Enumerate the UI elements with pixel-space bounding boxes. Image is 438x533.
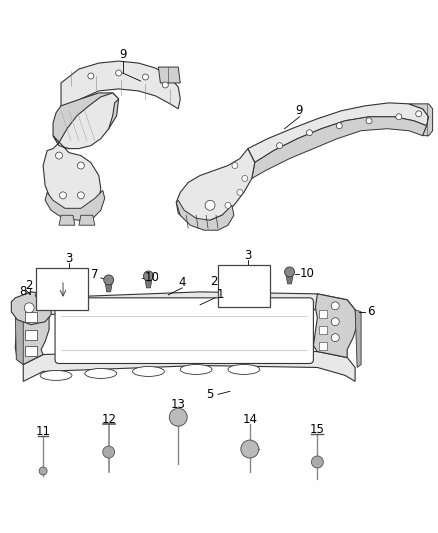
- Circle shape: [237, 189, 243, 196]
- Text: 2: 2: [210, 276, 218, 288]
- Circle shape: [239, 275, 249, 285]
- FancyBboxPatch shape: [25, 345, 37, 356]
- Text: 14: 14: [242, 413, 257, 426]
- Circle shape: [366, 118, 372, 124]
- Text: 9: 9: [119, 47, 127, 61]
- Text: 10: 10: [145, 271, 160, 285]
- FancyBboxPatch shape: [319, 310, 327, 318]
- Circle shape: [116, 70, 122, 76]
- Polygon shape: [105, 280, 113, 292]
- Polygon shape: [252, 117, 427, 179]
- Text: 13: 13: [171, 398, 186, 411]
- Circle shape: [88, 73, 94, 79]
- Circle shape: [285, 267, 294, 277]
- Text: 10: 10: [300, 268, 315, 280]
- Polygon shape: [11, 292, 51, 325]
- Polygon shape: [355, 310, 361, 367]
- Circle shape: [144, 271, 153, 281]
- Ellipse shape: [133, 367, 164, 376]
- Circle shape: [277, 143, 283, 149]
- Circle shape: [56, 152, 63, 159]
- FancyBboxPatch shape: [55, 298, 314, 364]
- Polygon shape: [409, 104, 433, 136]
- Polygon shape: [15, 308, 23, 365]
- FancyBboxPatch shape: [319, 326, 327, 334]
- Polygon shape: [176, 200, 234, 230]
- Polygon shape: [61, 61, 180, 111]
- Ellipse shape: [85, 368, 117, 378]
- Circle shape: [331, 334, 339, 342]
- Text: 5: 5: [206, 388, 214, 401]
- FancyBboxPatch shape: [36, 268, 88, 310]
- Polygon shape: [53, 93, 119, 149]
- FancyBboxPatch shape: [25, 312, 37, 322]
- Circle shape: [307, 130, 312, 136]
- Circle shape: [235, 285, 245, 295]
- Polygon shape: [23, 350, 355, 382]
- Text: 8: 8: [20, 285, 27, 298]
- Text: 15: 15: [310, 423, 325, 435]
- Circle shape: [78, 192, 85, 199]
- Circle shape: [225, 203, 231, 208]
- Polygon shape: [79, 215, 95, 225]
- Circle shape: [78, 162, 85, 169]
- Circle shape: [58, 277, 68, 287]
- Text: 1: 1: [216, 288, 224, 301]
- Circle shape: [331, 302, 339, 310]
- Circle shape: [24, 303, 34, 313]
- Circle shape: [39, 467, 47, 475]
- FancyBboxPatch shape: [218, 265, 270, 307]
- Circle shape: [396, 114, 402, 120]
- Circle shape: [242, 175, 248, 181]
- Text: 2: 2: [25, 279, 33, 293]
- Text: 9: 9: [296, 104, 303, 117]
- Polygon shape: [145, 276, 152, 288]
- Text: 7: 7: [91, 269, 99, 281]
- Circle shape: [331, 318, 339, 326]
- Circle shape: [170, 408, 187, 426]
- Ellipse shape: [180, 365, 212, 375]
- Text: 12: 12: [101, 413, 116, 426]
- Text: 4: 4: [178, 277, 186, 289]
- Polygon shape: [248, 103, 429, 163]
- Polygon shape: [314, 294, 357, 358]
- Circle shape: [205, 200, 215, 211]
- Circle shape: [54, 287, 64, 297]
- Ellipse shape: [228, 365, 260, 375]
- Circle shape: [142, 74, 148, 80]
- Polygon shape: [43, 93, 119, 215]
- Circle shape: [232, 163, 238, 168]
- Circle shape: [336, 123, 342, 129]
- Text: 3: 3: [65, 252, 73, 264]
- Polygon shape: [35, 288, 57, 302]
- Polygon shape: [45, 190, 105, 220]
- Circle shape: [60, 192, 67, 199]
- Circle shape: [416, 111, 422, 117]
- Circle shape: [103, 446, 115, 458]
- Ellipse shape: [40, 370, 72, 381]
- Circle shape: [104, 275, 114, 285]
- Text: 11: 11: [35, 425, 51, 438]
- Circle shape: [241, 440, 259, 458]
- Polygon shape: [159, 67, 180, 83]
- Circle shape: [41, 301, 49, 309]
- Text: 3: 3: [244, 248, 251, 262]
- Polygon shape: [286, 272, 293, 284]
- Polygon shape: [59, 215, 75, 225]
- Polygon shape: [23, 292, 355, 325]
- Circle shape: [311, 456, 323, 468]
- FancyBboxPatch shape: [25, 330, 37, 340]
- Polygon shape: [15, 298, 49, 365]
- Circle shape: [162, 82, 168, 88]
- Text: 6: 6: [367, 305, 375, 318]
- FancyBboxPatch shape: [319, 342, 327, 350]
- Polygon shape: [176, 149, 255, 222]
